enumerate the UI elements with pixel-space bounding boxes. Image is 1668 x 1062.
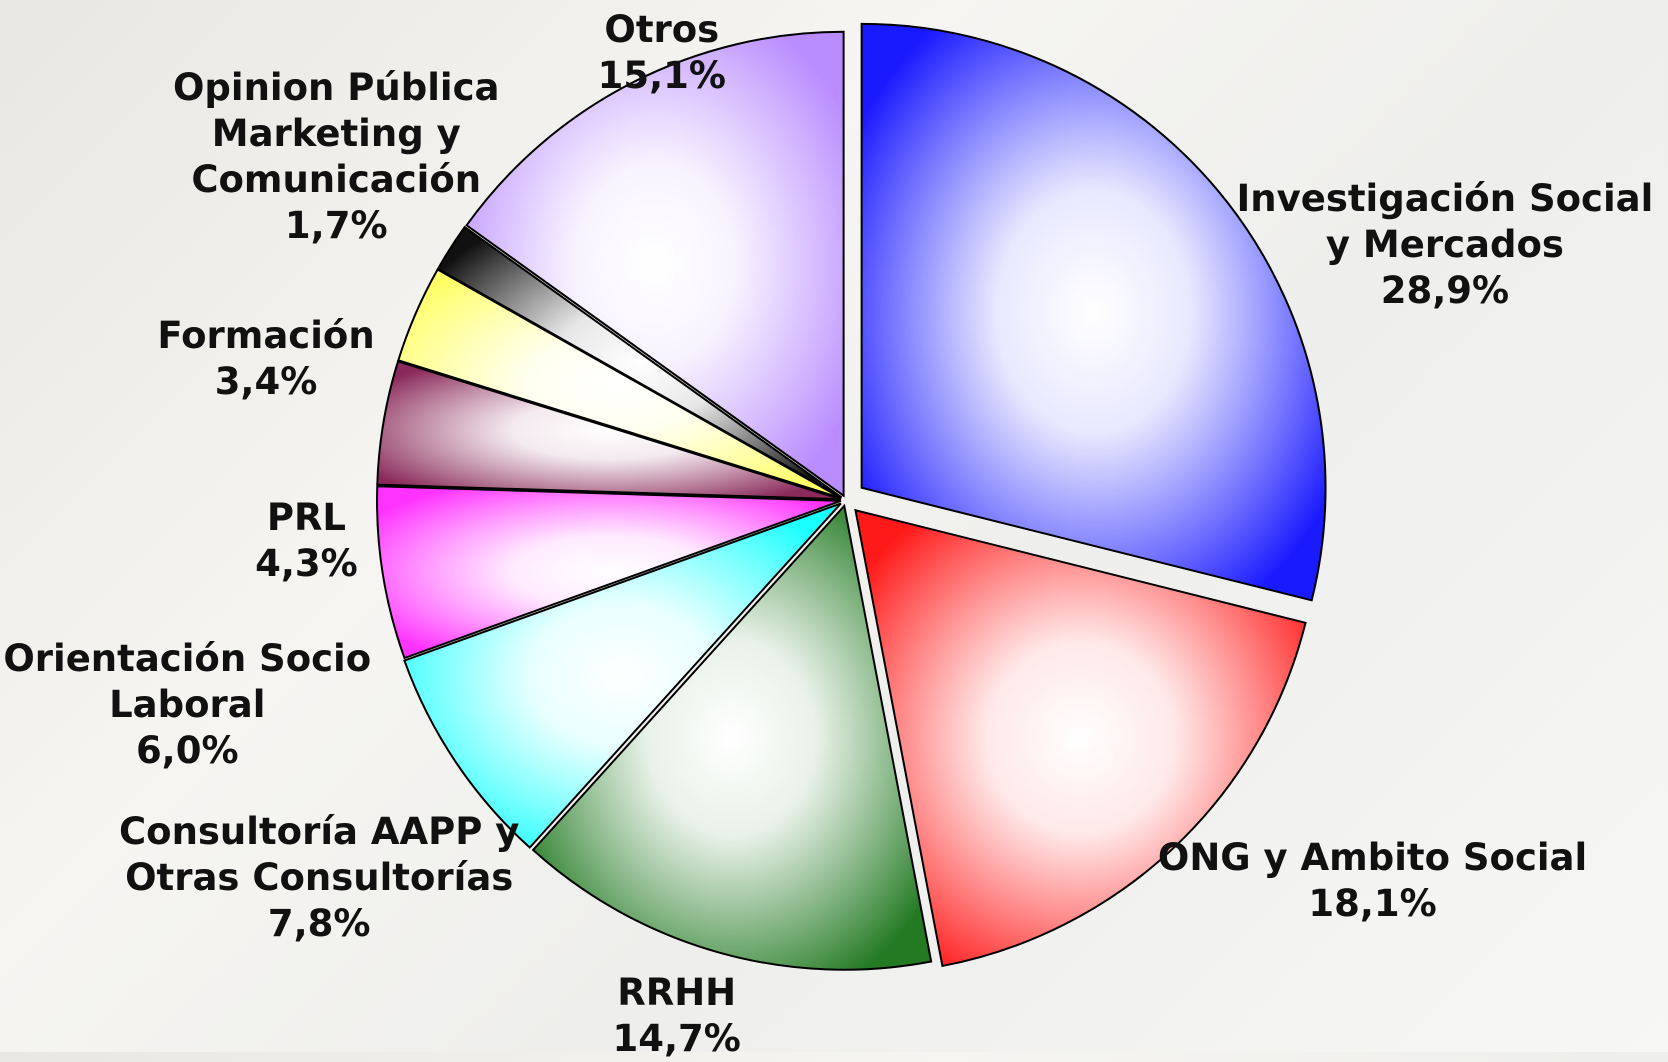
value-label: 1,7% xyxy=(166,203,506,249)
category-name: RRHH xyxy=(517,970,836,1016)
category-name: PRL xyxy=(200,495,413,541)
category-name: Investigación Social y Mercados xyxy=(1221,176,1668,268)
category-name: Otros xyxy=(555,7,768,53)
value-label: 15,1% xyxy=(555,53,768,99)
category-name: Opinion Pública Marketing y Comunicación xyxy=(166,65,506,203)
value-label: 28,9% xyxy=(1221,268,1668,314)
slice-label: Opinion Pública Marketing y Comunicación… xyxy=(166,65,506,249)
value-label: 4,3% xyxy=(200,541,413,587)
category-name: Orientación Socio Laboral xyxy=(0,636,379,728)
value-label: 18,1% xyxy=(1149,881,1596,927)
value-label: 7,8% xyxy=(106,901,532,947)
category-name: Consultoría AAPP y Otras Consultorías xyxy=(106,809,532,901)
value-label: 14,7% xyxy=(517,1016,836,1062)
value-label: 6,0% xyxy=(0,728,379,774)
category-name: Formación xyxy=(128,313,405,359)
value-label: 3,4% xyxy=(128,359,405,405)
category-name: ONG y Ambito Social xyxy=(1149,835,1596,881)
page: (() => { const data = JSON.parse(documen… xyxy=(0,0,1668,1052)
